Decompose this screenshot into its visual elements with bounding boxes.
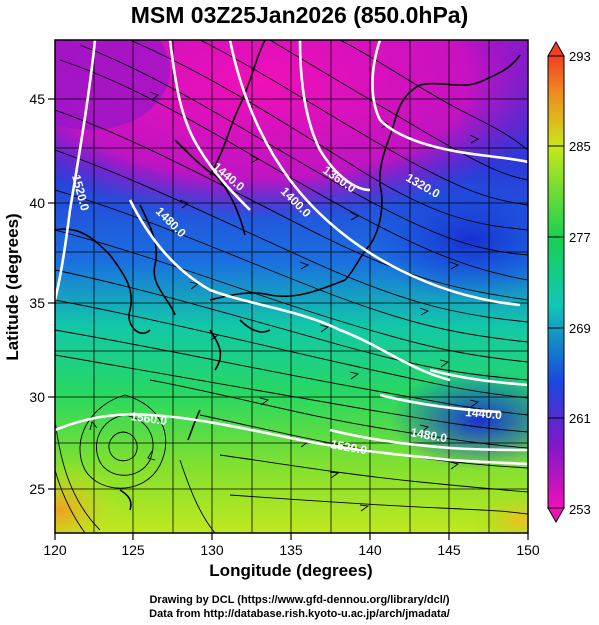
colorbar-tick-label: 277 [569,230,591,245]
x-tick-label: 120 [43,542,67,558]
contour-label: 1480.0 [409,425,448,445]
colorbar-bottom-arrow [547,507,565,524]
colorbar-tick-label: 253 [569,502,591,517]
x-tick-label: 130 [200,542,224,558]
weather-map-figure: 1520.0 1440.0 1480.0 1400.0 1360.0 1320.… [3,39,591,580]
colorbar-tick-label: 269 [569,321,591,336]
colorbar-tick-label: 285 [569,139,591,154]
drawing-credit: Drawing by DCL (https://www.gfd-dennou.o… [149,594,450,606]
y-tick-label: 40 [29,195,45,211]
axis-ticks [48,98,529,540]
y-tick-label: 25 [29,481,45,497]
coastlines [55,40,521,511]
contour-label: 1560.0 [130,409,169,428]
colorbar-tick-label: 261 [569,411,591,426]
y-tick-label: 45 [29,91,45,107]
x-tick-label: 150 [516,542,540,558]
x-tick-label: 145 [437,542,461,558]
colorbar: 293 285 277 269 261 253 [547,40,591,524]
data-source-credit: Data from http://database.rish.kyoto-u.a… [149,608,450,620]
contour-label: 1440.0 [465,405,503,422]
x-tick-label: 140 [358,542,382,558]
y-tick-labels: 25 30 35 40 45 [29,91,45,497]
x-tick-labels: 120 125 130 135 140 145 150 [43,542,540,558]
y-tick-label: 30 [29,389,45,405]
x-axis-title: Longitude (degrees) [209,561,372,580]
temperature-shading [55,40,528,533]
height-contours [55,40,528,466]
lat-lon-grid [55,40,528,533]
x-tick-label: 135 [279,542,303,558]
map-title: MSM 03Z25Jan2026 (850.0hPa) [130,2,469,28]
y-axis-title: Latitude (degrees) [3,213,22,360]
colorbar-scale [547,55,565,509]
colorbar-top-arrow [547,40,565,57]
y-tick-label: 35 [29,295,45,311]
x-tick-label: 125 [121,542,145,558]
colorbar-tick-label: 293 [569,49,591,64]
contour-label: 1520.0 [329,437,368,457]
